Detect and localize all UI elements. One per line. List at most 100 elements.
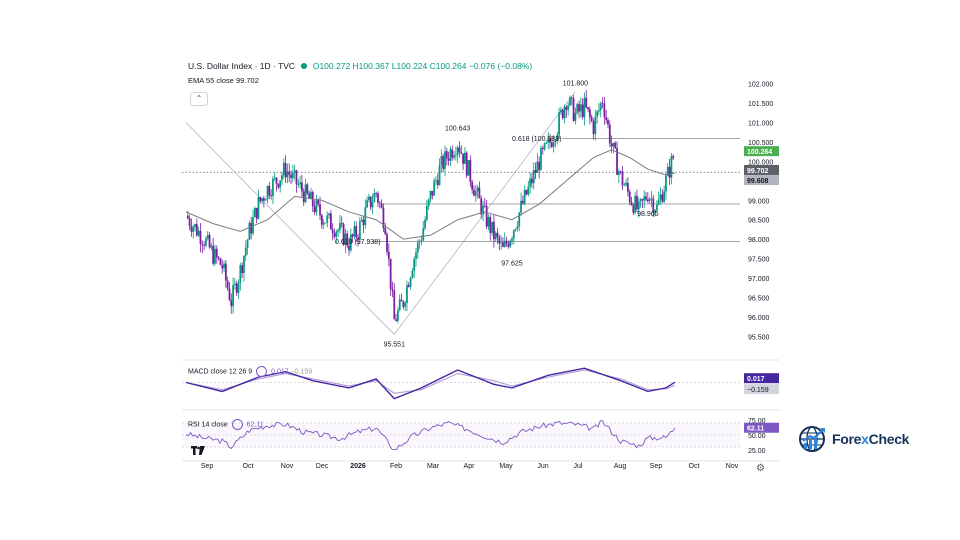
candle-body [570,97,573,99]
candle-body [646,199,649,202]
candle-body [320,215,323,225]
candle-body [496,232,499,238]
candle-body [373,193,376,203]
candle-body [601,103,604,105]
candle-body [224,263,227,281]
candle-body [215,248,218,258]
candle-body [205,238,207,246]
candle-body [670,156,673,178]
candle-body [502,242,504,247]
candle-body [480,198,483,215]
chart-panel: 102.000101.500101.000100.500100.00099.50… [182,58,779,480]
candle-body [547,138,550,143]
price-annotation: 101.800 [563,80,588,87]
candle-body [616,148,618,175]
candle-body [201,244,204,245]
candle-body [565,106,568,110]
chart-svg: 102.000101.500101.000100.500100.00099.50… [182,80,779,470]
candle-body [194,224,196,228]
candle-body [503,240,506,247]
candle-body [234,283,236,286]
candle-body [277,183,280,188]
macd-legend[interactable]: MACD close 12 26 9 0.017 −0.159 [188,366,312,377]
candle-body [223,263,225,269]
candle-body [563,106,566,119]
fib-label: 0.618 (97.938) [335,239,381,246]
candle-body [550,142,553,147]
candle-body [371,202,374,208]
candle-body [469,160,472,183]
candle-body [579,104,582,112]
candle-body [652,198,655,213]
x-tick-label: 2026 [350,463,366,470]
candle-body [518,212,521,227]
candle-body [380,203,383,208]
candle-body [250,222,253,234]
y-tick-label: 98.500 [748,218,770,225]
rsi-legend[interactable]: RSI 14 close 62.11 [188,419,264,430]
candle-body [648,198,651,202]
candle-body [293,170,296,173]
candle-body [632,204,635,213]
candle-body [206,234,209,239]
rsi-tag: 62.11 [747,426,764,433]
candle-body [625,182,627,185]
candle-body [505,240,508,244]
candle-body [605,117,608,120]
fib-guide-line [185,91,576,336]
rsi-value: 62.11 [246,421,264,429]
macd-signal-value: −0.159 [290,368,313,376]
price-tag: 99.608 [747,178,769,185]
candle-body [362,219,365,226]
candle-body [627,182,629,192]
candle-body [244,247,247,256]
candle-body [295,170,298,185]
y-tick-label: 101.000 [748,121,773,128]
collapse-legend-button[interactable]: ⌃ [190,92,208,106]
candle-body [462,153,464,164]
candle-body [397,310,399,321]
ema-legend[interactable]: EMA 55 close 99.702 [188,76,259,85]
candle-body [560,109,562,113]
candle-body [328,213,330,216]
candle-body [398,299,401,311]
macd-signal-tag-bg [744,384,779,395]
candle-body [498,237,501,244]
candle-body [355,226,358,238]
candle-body [447,158,450,161]
candle-body [451,149,454,158]
chevron-up-icon: ⌃ [195,94,203,103]
settings-gear-icon[interactable]: ⚙ [756,463,765,474]
y-tick-label: 100.500 [748,140,773,147]
candle-body [585,97,588,108]
candle-body [313,206,316,213]
candle-body [541,147,544,150]
brand-name: ForexCheck [832,431,910,447]
eye-icon [256,366,268,377]
candle-body [348,245,350,251]
x-tick-label: Oct [689,463,700,470]
candle-body [422,228,425,241]
x-tick-label: Feb [390,463,402,470]
candle-body [333,233,336,237]
candle-body [610,143,613,147]
candle-body [587,107,589,110]
candle-body [429,190,432,200]
candle-body [456,147,459,155]
brand-logo: ForexCheck [798,424,909,454]
candle-body [431,190,434,196]
candle-body [576,104,579,114]
candle-body [291,172,294,178]
candle-body [460,152,463,154]
candle-body [520,200,522,213]
candle-body [395,319,397,321]
candle-body [214,248,216,264]
candle-body [266,185,269,200]
x-tick-label: Sep [650,463,663,470]
fib-label: 0.618 (100.588) [512,136,561,143]
candle-body [221,265,224,269]
candle-body [507,243,510,247]
close-value: C100.264 [429,61,467,71]
price-tag-bg [744,164,779,175]
candle-body [337,229,340,232]
